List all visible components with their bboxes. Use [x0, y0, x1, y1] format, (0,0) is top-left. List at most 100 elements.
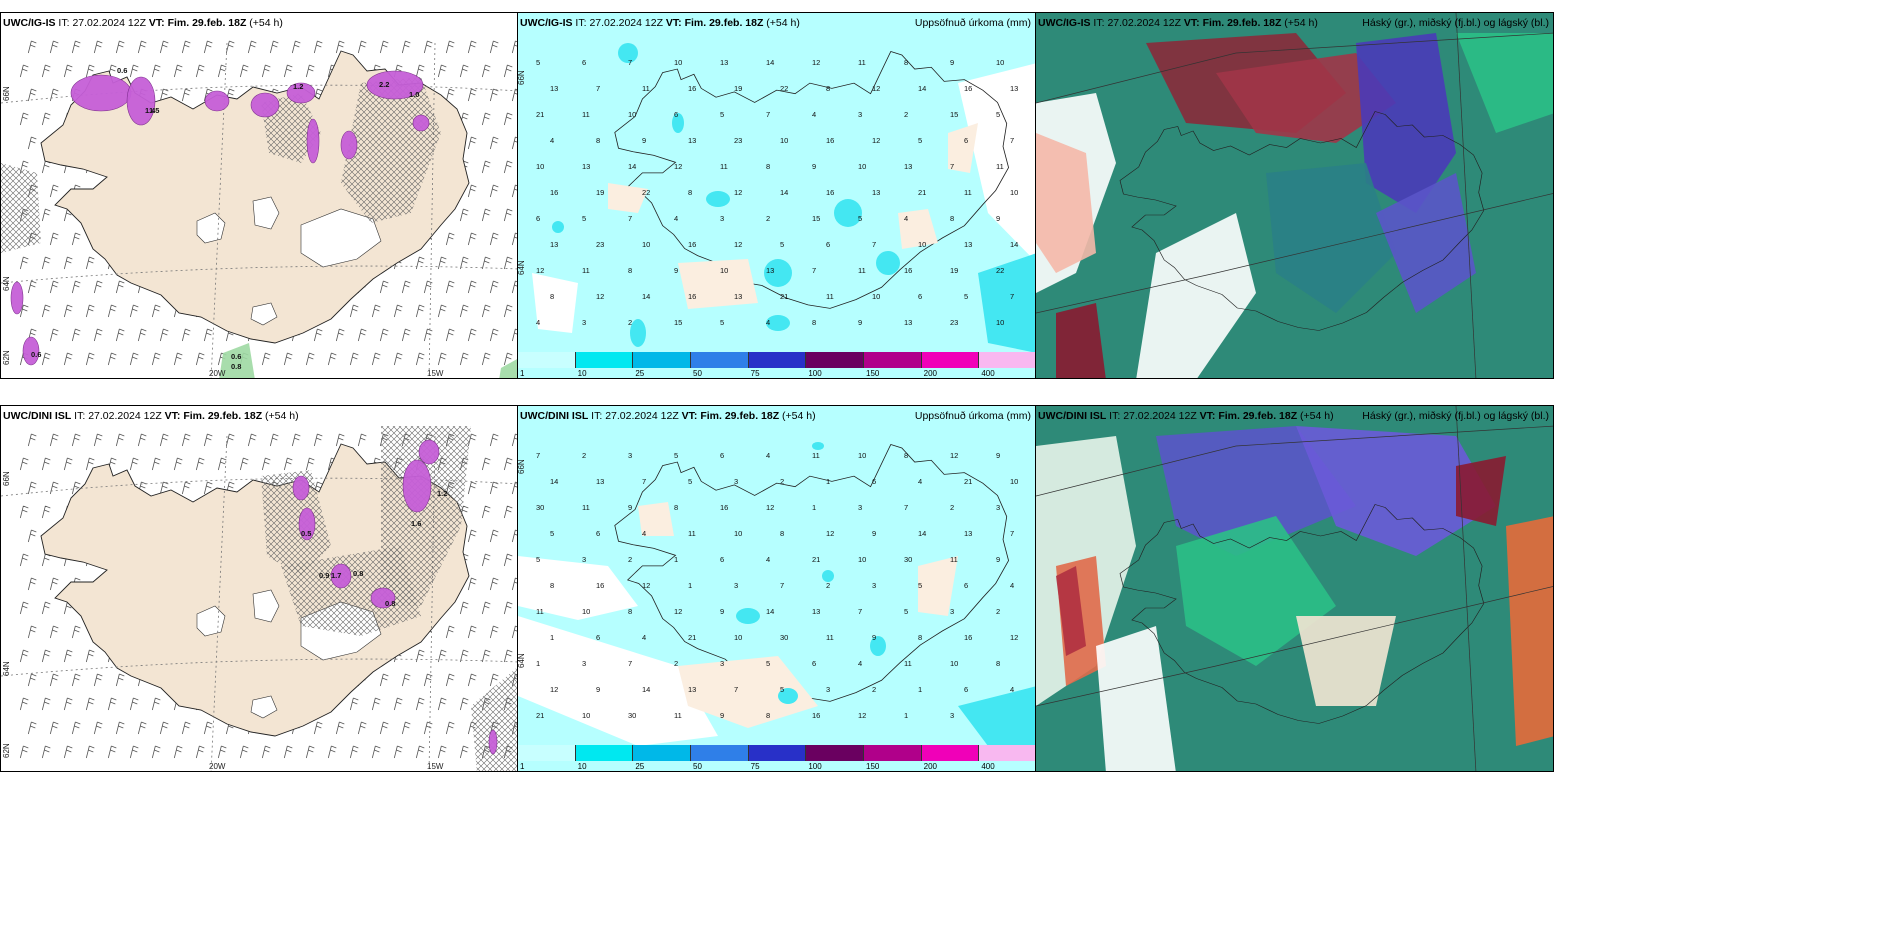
colorbar-tick: 150	[866, 369, 880, 378]
wind-barb	[445, 88, 455, 102]
grid-line	[1036, 425, 1553, 497]
wind-barb	[203, 328, 213, 342]
wind-barb	[195, 457, 205, 471]
precip-blob	[298, 507, 316, 541]
wind-barb	[467, 40, 477, 54]
precip-amount: 1	[812, 503, 816, 512]
precip-amount: 21	[536, 110, 544, 119]
precip-amount: 9	[858, 318, 862, 327]
lon-label-20w: 20W	[209, 762, 226, 771]
precip-amount: 4	[550, 136, 554, 145]
wind-barb	[137, 328, 147, 342]
precip-amount: 16	[826, 188, 834, 197]
wind-barb	[437, 697, 447, 711]
precip-amount: 8	[812, 318, 816, 327]
precip-amount: 30	[628, 711, 636, 720]
wind-barb	[503, 649, 513, 663]
wind-barb	[27, 529, 37, 543]
precip-amount: 21	[780, 292, 788, 301]
precip-amount: 15	[950, 110, 958, 119]
precip-amount: 12	[872, 84, 880, 93]
wind-barb	[489, 136, 499, 150]
precip-amount: 14	[918, 529, 926, 538]
precip-amount: 6	[720, 555, 724, 564]
grid-line	[1036, 193, 1553, 314]
wind-barb	[371, 697, 381, 711]
wind-barb	[27, 721, 37, 735]
precip-amount: 16	[826, 136, 834, 145]
wind-barb	[335, 433, 345, 447]
precip-amount: 8	[628, 607, 632, 616]
wind-barb	[371, 745, 381, 759]
panel-field-label: Háský (gr.), miðský (fj.bl.) og lágský (…	[1362, 17, 1549, 29]
precip-amount: 13	[734, 292, 742, 301]
dry-land	[898, 209, 938, 249]
precip-amount: 6	[964, 581, 968, 590]
precip-value-label: 1.0	[409, 90, 419, 99]
precip-value-label: 2.2	[379, 80, 389, 89]
precip-value-label: 0.6	[31, 350, 41, 359]
wind-barb	[93, 433, 103, 447]
colorbar-segment	[518, 745, 576, 761]
precip-blob	[286, 82, 316, 104]
precip-amount: 13	[904, 162, 912, 171]
precip-amount: 1	[904, 711, 908, 720]
wind-barb	[41, 112, 51, 126]
precip-value-label: 0.8	[385, 599, 395, 608]
wind-barb	[489, 184, 499, 198]
lat-label-64n: 64N	[517, 260, 526, 275]
precip-amount: 13	[720, 58, 728, 67]
precip-amount: 12	[812, 58, 820, 67]
precip-amount: 7	[596, 84, 600, 93]
colorbar-segment	[806, 352, 864, 368]
wind-barb	[379, 673, 389, 687]
wind-barb	[349, 304, 359, 318]
wind-barb	[19, 304, 29, 318]
precip-amount: 7	[628, 214, 632, 223]
wind-barb	[85, 745, 95, 759]
wind-barb	[27, 136, 37, 150]
precip-amount: 14	[628, 162, 636, 171]
precip-amount: 2	[872, 685, 876, 694]
wind-barb	[261, 64, 271, 78]
wind-barb	[503, 352, 513, 366]
wind-barb	[511, 88, 517, 102]
wind-barb	[63, 457, 73, 471]
snow-hatch	[261, 470, 331, 576]
wind-barb	[49, 280, 59, 294]
precip-amount: 7	[904, 503, 908, 512]
wind-barb	[85, 352, 95, 366]
wind-barb	[247, 433, 257, 447]
wind-barb	[511, 136, 517, 150]
wind-barb	[129, 745, 139, 759]
precip-amount: 9	[720, 711, 724, 720]
precip-amount: 11	[950, 555, 958, 564]
precip-blob	[402, 459, 432, 513]
precip-amount: 11	[582, 110, 590, 119]
precip-cell	[876, 251, 900, 275]
precip-amount: 10	[1010, 188, 1018, 197]
colorbar-segment	[633, 745, 691, 761]
wind-barb	[49, 184, 59, 198]
precip-amount: 5	[918, 581, 922, 590]
wind-barb	[181, 328, 191, 342]
wind-barb	[129, 697, 139, 711]
wind-barb	[489, 328, 499, 342]
precip-amount: 7	[536, 451, 540, 460]
precip-amount: 10	[858, 451, 866, 460]
precip-amount: 5	[766, 659, 770, 668]
panel-title: UWC/DINI ISL IT: 27.02.2024 12Z VT: Fim.…	[520, 410, 816, 422]
precip-amount: 12	[550, 685, 558, 694]
wind-barb	[71, 673, 81, 687]
precip-amount: 8	[674, 503, 678, 512]
dry-area	[958, 63, 1035, 261]
colorbar-segment	[864, 352, 922, 368]
lat-label-66n: 66N	[517, 459, 526, 474]
precip-amount: 4	[858, 659, 862, 668]
wind-barb	[85, 649, 95, 663]
wind-barb	[129, 304, 139, 318]
wind-barb	[247, 40, 257, 54]
cloud-layer	[1296, 616, 1396, 706]
precip-amount: 5	[720, 318, 724, 327]
wind-barb	[27, 280, 37, 294]
